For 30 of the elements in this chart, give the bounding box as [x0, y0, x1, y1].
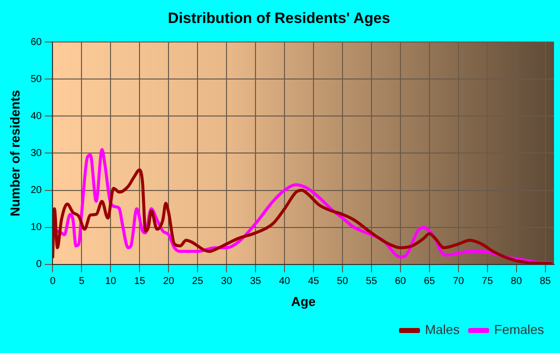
x-tick-label: 55 [366, 276, 378, 288]
x-tick-label: 40 [278, 276, 291, 288]
y-tick-label: 50 [30, 74, 42, 85]
y-tick-label: 0 [36, 259, 42, 270]
x-tick-label: 25 [192, 276, 204, 288]
y-tick-label: 10 [30, 222, 42, 234]
x-tick-label: 65 [424, 276, 436, 288]
x-axis-title: Age [291, 294, 316, 309]
y-tick-label: 20 [30, 185, 42, 196]
x-tick-label: 80 [510, 276, 522, 288]
x-tick-label: 30 [221, 276, 233, 288]
legend-label: Females [494, 322, 544, 338]
chart-title: Distribution of Residents' Ages [168, 10, 390, 28]
x-tick-label: 45 [308, 276, 320, 288]
x-tick-label: 60 [394, 276, 406, 288]
y-tick-label: 60 [30, 36, 42, 48]
y-tick-label: 40 [30, 110, 42, 122]
x-tick-label: 35 [250, 276, 262, 288]
x-tick-label: 85 [540, 276, 552, 288]
x-tick-label: 15 [134, 276, 146, 288]
x-tick-label: 0 [50, 276, 56, 288]
y-tick-label: 30 [30, 148, 42, 159]
x-tick-label: 70 [452, 276, 464, 288]
x-tick-label: 20 [163, 276, 175, 288]
x-tick-label: 5 [78, 276, 85, 288]
y-axis-title: Number of residents [7, 90, 22, 216]
legend-label: Males [424, 322, 460, 338]
x-tick-label: 50 [336, 276, 348, 288]
x-tick-label: 75 [482, 276, 494, 288]
x-tick-label: 10 [105, 276, 117, 288]
